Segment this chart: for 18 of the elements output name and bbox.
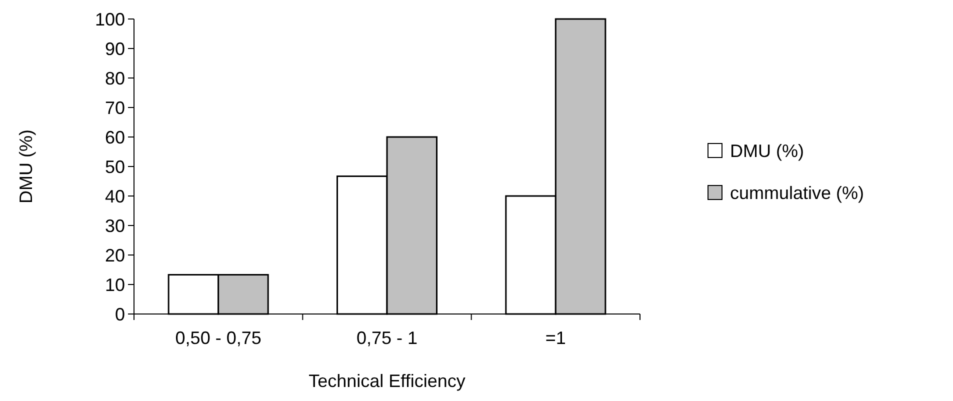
y-tick-label: 50 xyxy=(104,156,125,177)
x-tick-label: 0,75 - 1 xyxy=(356,328,418,348)
y-tick-label: 70 xyxy=(104,98,125,118)
legend-label: cummulative (%) xyxy=(730,182,864,203)
y-tick-label: 100 xyxy=(94,9,125,30)
y-tick-label: 20 xyxy=(104,245,125,266)
y-tick-label: 40 xyxy=(104,186,125,206)
y-axis-title: DMU (%) xyxy=(16,130,36,204)
y-tick-label: 30 xyxy=(104,216,125,236)
y-tick-label: 10 xyxy=(104,274,125,295)
x-tick-label: =1 xyxy=(545,328,566,348)
x-axis-title: Technical Efficiency xyxy=(308,371,466,391)
legend-label: DMU (%) xyxy=(730,140,804,161)
y-tick-label: 0 xyxy=(114,304,125,324)
x-tick-label: 0,50 - 0,75 xyxy=(175,328,262,348)
y-tick-label: 60 xyxy=(104,127,125,148)
y-tick-label: 90 xyxy=(104,38,125,59)
y-tick-label: 80 xyxy=(104,68,125,88)
